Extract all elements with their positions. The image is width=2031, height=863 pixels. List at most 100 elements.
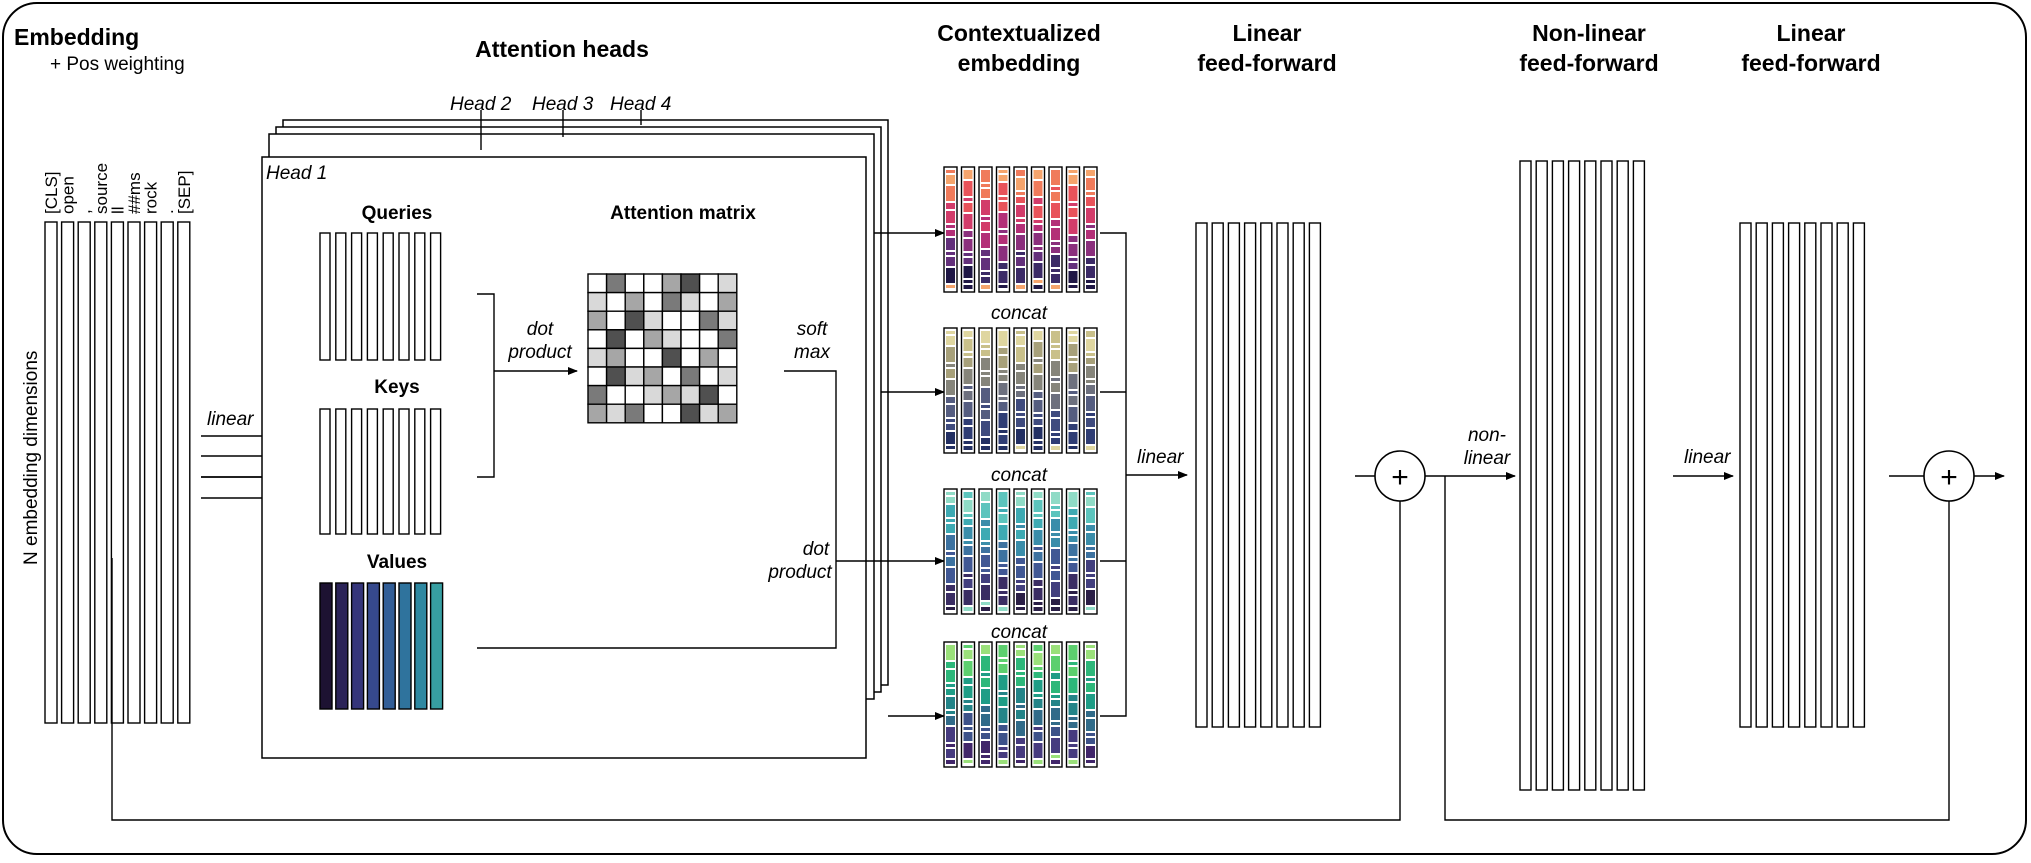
context-segment: [1068, 391, 1078, 394]
context-segment: [946, 716, 955, 725]
context-segment: [998, 402, 1008, 411]
context-segment: [1086, 331, 1095, 337]
context-segment: [1086, 230, 1095, 239]
contextualized-block-head-3: [943, 488, 1098, 615]
context-segment: [1033, 206, 1043, 218]
context-segment: [1086, 192, 1095, 195]
context-segment: [946, 347, 955, 362]
context-segment: [1068, 607, 1078, 611]
context-segment: [981, 645, 990, 654]
linear-ff1-column: [1260, 222, 1273, 728]
linear-ff1-column: [1243, 222, 1257, 728]
context-segment: [963, 705, 973, 711]
context-segment: [998, 183, 1008, 195]
context-segment: [963, 557, 973, 572]
linear-ff1-column: [1211, 222, 1224, 728]
context-segment: [998, 550, 1008, 562]
context-segment: [946, 336, 955, 345]
context-segment: [1051, 378, 1060, 381]
context-segment: [998, 664, 1008, 673]
context-segment: [963, 492, 973, 498]
context-segment: [1068, 208, 1078, 217]
context-segment: [1051, 228, 1060, 240]
context-segment: [1051, 549, 1060, 564]
context-segment: [998, 645, 1008, 657]
embedding-column: [127, 221, 141, 724]
context-segment: [963, 258, 973, 264]
linear-ff2-columns: [1739, 222, 1866, 728]
context-segment: [1086, 492, 1095, 495]
nonlinear-ff-title-line1: Non-linear: [1532, 20, 1646, 46]
context-segment: [981, 689, 990, 704]
context-segment: [946, 492, 955, 495]
context-segment: [946, 238, 955, 250]
attention-cell: [624, 347, 645, 368]
context-segment: [1086, 280, 1095, 283]
context-segment: [998, 659, 1008, 662]
context-segment: [981, 233, 990, 248]
context-segment: [1051, 255, 1060, 267]
context-segment: [981, 656, 990, 671]
context-segment: [963, 339, 973, 351]
context-segment: [1051, 519, 1060, 531]
attention-cell: [643, 273, 664, 294]
embedding-dimensions-label: N embedding dimensions: [21, 351, 42, 565]
context-segment: [946, 380, 955, 395]
context-segment: [963, 386, 973, 389]
context-segment: [1033, 727, 1043, 730]
context-segment: [1068, 407, 1078, 422]
dot-product-label-2a: dot: [803, 539, 830, 560]
context-segment: [1033, 198, 1043, 204]
context-segment: [1086, 178, 1095, 190]
context-segment: [963, 181, 973, 196]
query-column: [366, 232, 379, 361]
context-segment: [998, 271, 1008, 283]
context-segment: [963, 650, 973, 659]
context-segment: [963, 391, 973, 400]
context-segment: [998, 446, 1008, 450]
context-segment: [946, 257, 955, 266]
context-segment: [1016, 413, 1025, 416]
softmax-label-a: soft: [797, 319, 828, 340]
context-segment: [981, 555, 990, 567]
attention-cell: [587, 310, 608, 331]
context-segment: [963, 645, 973, 648]
context-segment: [998, 564, 1008, 567]
context-segment: [1016, 446, 1025, 449]
context-segment: [1051, 695, 1060, 698]
context-segment: [946, 211, 955, 223]
context-segment: [1068, 374, 1078, 389]
attention-cell: [643, 384, 664, 405]
context-segment: [946, 186, 955, 201]
context-segment: [1051, 203, 1060, 218]
context-segment: [946, 749, 955, 758]
context-segment: [1016, 197, 1025, 203]
context-segment: [981, 189, 990, 198]
context-segment: [1016, 705, 1025, 708]
embedding-column: [60, 221, 75, 724]
attention-cell: [643, 329, 664, 350]
context-segment: [1051, 187, 1060, 190]
context-segment: [1068, 358, 1078, 361]
context-segment: [1051, 700, 1060, 706]
context-segment: [1068, 703, 1078, 715]
context-segment: [1068, 749, 1078, 758]
attention-cell: [643, 403, 664, 424]
attention-cell: [643, 366, 664, 387]
context-segment: [1068, 730, 1078, 742]
context-segment: [963, 760, 973, 763]
context-segment: [1051, 394, 1060, 409]
context-segment: [1016, 760, 1025, 763]
token-label: ll: [108, 206, 127, 214]
context-segment: [1068, 344, 1078, 356]
attention-cell: [605, 310, 626, 331]
nonlinear-label-a: non-: [1468, 425, 1506, 446]
context-segment: [1086, 358, 1095, 364]
context-segment: [1033, 247, 1043, 250]
attention-matrix: [587, 273, 738, 424]
context-segment: [963, 198, 973, 201]
context-segment: [1086, 385, 1095, 394]
attention-cell: [661, 347, 682, 368]
context-segment: [946, 446, 955, 449]
